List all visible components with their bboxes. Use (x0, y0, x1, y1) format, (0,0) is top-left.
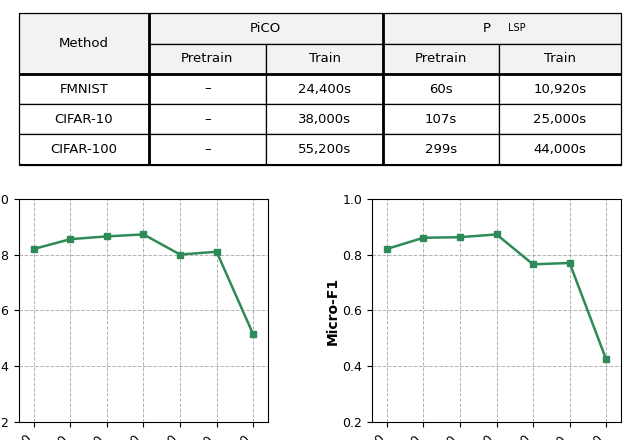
Text: 55,200s: 55,200s (298, 143, 351, 156)
Text: 24,400s: 24,400s (298, 83, 351, 95)
Text: –: – (204, 113, 211, 126)
Text: 25,000s: 25,000s (533, 113, 586, 126)
Text: –: – (204, 143, 211, 156)
Text: CIFAR-10: CIFAR-10 (54, 113, 113, 126)
Bar (383, 74, 499, 104)
Bar (266, 44, 383, 74)
Text: 44,000s: 44,000s (534, 143, 586, 156)
Text: LSP: LSP (508, 22, 526, 33)
Bar (499, 104, 621, 135)
Bar (148, 135, 266, 165)
Text: Train: Train (308, 52, 340, 65)
Y-axis label: Micro-F1: Micro-F1 (326, 276, 340, 345)
Text: 107s: 107s (425, 113, 457, 126)
Bar (499, 44, 621, 74)
Text: CIFAR-100: CIFAR-100 (51, 143, 117, 156)
Text: 299s: 299s (425, 143, 457, 156)
Bar (383, 104, 499, 135)
Bar (499, 74, 621, 104)
Text: FMNIST: FMNIST (60, 83, 108, 95)
Bar (19, 13, 148, 74)
Bar (148, 44, 266, 74)
Bar (383, 13, 621, 44)
Text: Method: Method (59, 37, 109, 50)
Text: 60s: 60s (429, 83, 453, 95)
Text: Train: Train (544, 52, 576, 65)
Bar (148, 104, 266, 135)
Text: Pretrain: Pretrain (181, 52, 234, 65)
Bar (148, 13, 383, 44)
Text: 38,000s: 38,000s (298, 113, 351, 126)
Text: 10,920s: 10,920s (533, 83, 586, 95)
Text: –: – (204, 83, 211, 95)
Bar (499, 135, 621, 165)
Bar (19, 74, 148, 104)
Text: PiCO: PiCO (250, 22, 282, 35)
Bar (266, 74, 383, 104)
Bar (148, 74, 266, 104)
Bar (383, 135, 499, 165)
Bar (19, 135, 148, 165)
Bar (266, 135, 383, 165)
Bar (266, 104, 383, 135)
Bar (383, 44, 499, 74)
Bar (19, 104, 148, 135)
Text: P: P (483, 22, 491, 35)
Text: Pretrain: Pretrain (415, 52, 467, 65)
